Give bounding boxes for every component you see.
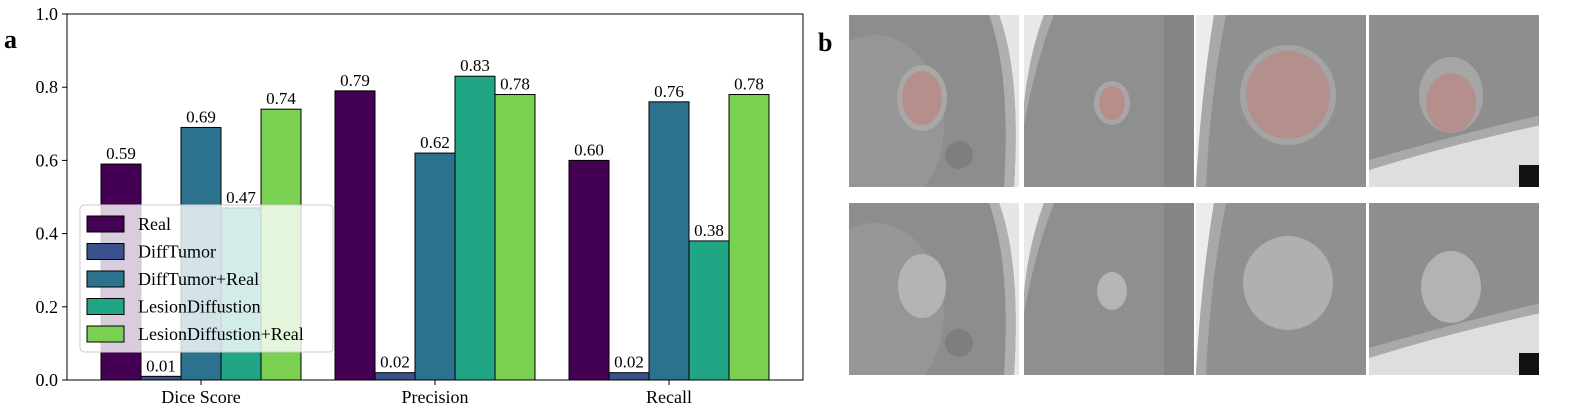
x-tick-label: Precision xyxy=(402,387,469,407)
ct-image-r2c1 xyxy=(849,203,1019,375)
ct-image-r1c3 xyxy=(1196,15,1366,187)
legend-swatch xyxy=(86,215,125,233)
y-tick-label: 0.8 xyxy=(36,77,59,97)
bar-real-precision xyxy=(334,90,376,381)
legend-box xyxy=(79,204,334,353)
y-tick-label: 0.2 xyxy=(36,297,59,317)
data-label: 0.02 xyxy=(380,353,410,372)
legend-label: DiffTumor+Real xyxy=(138,269,259,289)
data-label: 0.01 xyxy=(146,356,176,375)
data-label: 0.38 xyxy=(694,221,724,240)
value-labels-layer: 0.59 0.01 0.69 0.47 0.74 0.79 0.02 0.62 0.83 0.78… xyxy=(106,56,764,375)
bar-chart: 0.59 0.01 0.69 0.47 0.74 0.79 0.02 0.62 0.83 0.78… xyxy=(36,4,804,407)
bar-difftumor-precision xyxy=(374,372,416,381)
ticks-layer: Dice Score Precision Recall 0.0 0.2 0.4 0.6 0.8… xyxy=(36,4,692,407)
bar-lesiondiffustion-precision xyxy=(454,75,496,381)
legend-swatch xyxy=(86,298,125,315)
bar-difftumor-dice-score xyxy=(140,375,182,381)
data-label: 0.83 xyxy=(460,56,490,75)
data-label: 0.74 xyxy=(266,89,296,108)
bar-difftumor-real-recall xyxy=(648,101,690,381)
x-tick-label: Dice Score xyxy=(161,387,240,407)
data-label: 0.59 xyxy=(106,144,136,163)
data-label: 0.60 xyxy=(574,140,604,159)
data-label: 0.78 xyxy=(734,75,764,94)
data-label: 0.79 xyxy=(340,71,370,90)
data-label: 0.69 xyxy=(186,107,216,126)
data-label: 0.02 xyxy=(614,353,644,372)
ct-image-r2c3 xyxy=(1196,203,1366,375)
y-tick-label: 0.4 xyxy=(36,224,59,244)
bar-difftumor-recall xyxy=(608,372,650,381)
bar-real-recall xyxy=(568,159,610,381)
legend-swatch xyxy=(86,243,125,260)
legend-label: LesionDiffustion+Real xyxy=(138,324,304,344)
legend-swatch xyxy=(86,325,125,343)
legend-swatch xyxy=(86,270,125,288)
ct-image-r1c1 xyxy=(849,15,1019,187)
legend-label: LesionDiffustion xyxy=(138,297,261,317)
data-label: 0.47 xyxy=(226,188,256,207)
data-label: 0.62 xyxy=(420,133,450,152)
panel-label-b: b xyxy=(818,28,833,57)
ct-image-r2c2 xyxy=(1024,203,1194,375)
y-tick-label: 0.6 xyxy=(36,150,59,170)
panel-label-a: a xyxy=(4,25,17,54)
y-tick-label: 1.0 xyxy=(36,4,59,24)
legend: Real DiffTumor DiffTumor+Real LesionDiffust… xyxy=(79,204,334,353)
ct-image-r1c2 xyxy=(1024,15,1194,187)
ct-image-r1c4 xyxy=(1369,15,1539,187)
data-label: 0.76 xyxy=(654,82,684,101)
legend-label: Real xyxy=(138,214,171,234)
bar-difftumor-real-precision xyxy=(414,152,456,381)
bar-lesiondiffustion-recall xyxy=(688,240,730,381)
bar-lesiondiffustion-real-precision xyxy=(494,94,536,381)
y-tick-label: 0.0 xyxy=(36,370,59,390)
x-tick-label: Recall xyxy=(646,387,692,407)
legend-label: DiffTumor xyxy=(138,242,216,262)
ct-image-r2c4 xyxy=(1369,203,1539,375)
data-label: 0.78 xyxy=(500,75,530,94)
bar-lesiondiffustion-real-recall xyxy=(728,94,770,381)
